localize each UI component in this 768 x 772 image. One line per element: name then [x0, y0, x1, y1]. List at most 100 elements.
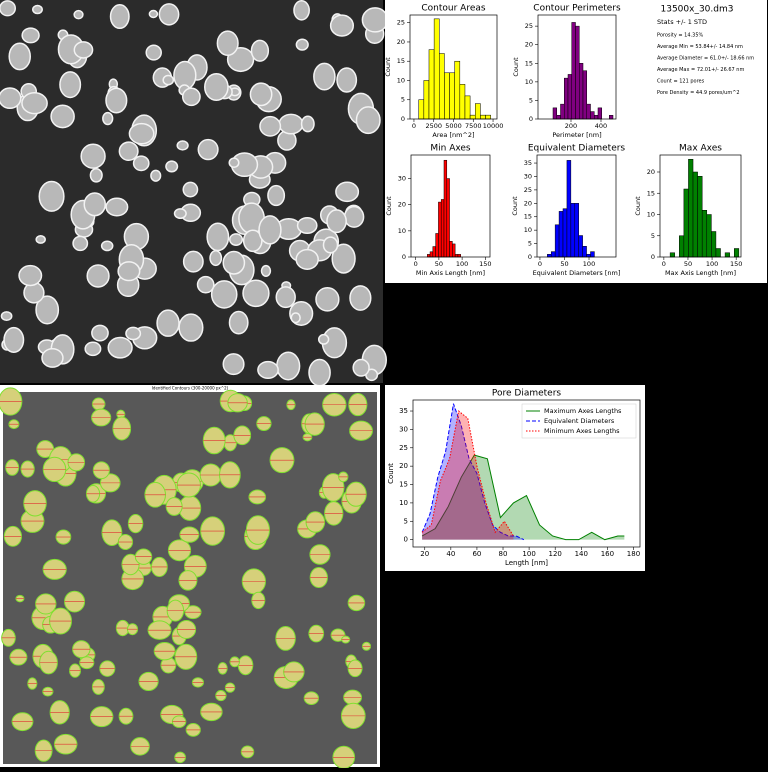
x-axis-label: Perimeter [nm]	[552, 131, 601, 139]
particle	[21, 92, 48, 115]
particle	[228, 310, 249, 335]
y-tick-label: 25	[397, 19, 405, 27]
particle	[229, 233, 244, 246]
bar	[578, 235, 583, 258]
particle	[336, 67, 358, 93]
x-tick-label: 150	[479, 260, 491, 268]
particle	[352, 358, 370, 377]
particle	[315, 287, 340, 312]
x-tick-label: 50	[560, 260, 568, 268]
x-tick-label: 400	[595, 122, 607, 130]
y-tick-label: 30	[398, 175, 406, 183]
bar	[586, 254, 591, 258]
particle	[331, 243, 356, 274]
y-tick-label: 5	[529, 96, 533, 104]
bar	[457, 254, 461, 258]
y-tick-label: 20	[524, 199, 532, 207]
bar	[590, 251, 595, 258]
plot-frame	[410, 154, 491, 258]
particle	[176, 140, 189, 151]
bar	[575, 25, 580, 120]
particle	[158, 3, 180, 26]
stats-line: Average Diameter = 61.0+/- 18.66 nm	[657, 56, 754, 62]
particle	[35, 295, 60, 325]
line	[421, 403, 525, 541]
y-tick-label: 25	[524, 186, 532, 194]
particle	[0, 0, 17, 17]
bar	[440, 199, 445, 258]
plot-frame	[409, 14, 498, 120]
particle	[38, 180, 65, 212]
micrograph	[0, 0, 389, 387]
stats-line: Average Max = 72.01+/- 26.67 nm	[657, 67, 744, 73]
bar	[438, 201, 442, 258]
particle	[35, 235, 46, 244]
y-tick-label: 0	[401, 115, 405, 123]
particle	[275, 286, 296, 309]
y-tick-label: 10	[397, 76, 405, 84]
particle	[21, 27, 40, 44]
particle	[259, 115, 282, 137]
particle	[145, 44, 162, 61]
particle	[322, 236, 339, 254]
x-tick-label: 0	[538, 260, 542, 268]
particle	[86, 264, 110, 288]
particle	[162, 74, 175, 86]
particle	[148, 9, 159, 19]
y-tick-label: 30	[399, 425, 408, 433]
stats-line: Stats +/- 1 STD	[657, 18, 707, 26]
chart-title: Contour Areas	[421, 4, 486, 14]
particle	[257, 360, 279, 380]
y-axis-label: Count	[512, 57, 520, 77]
y-tick-label: 5	[404, 517, 408, 525]
particle	[8, 42, 31, 71]
y-tick-label: 0	[529, 115, 533, 123]
x-tick-label: 200	[565, 122, 577, 130]
x-tick-label: 180	[627, 550, 640, 558]
x-tick-label: 50	[684, 260, 692, 268]
particle	[102, 111, 114, 126]
bar	[594, 115, 599, 120]
contour-image	[0, 387, 377, 769]
particle	[105, 87, 128, 114]
y-tick-label: 10	[525, 78, 533, 86]
y-tick-label: 20	[525, 41, 533, 49]
particle	[181, 87, 201, 107]
bar	[556, 115, 561, 120]
stats-line: Average Min = 53.84+/- 14.84 nm	[657, 44, 743, 50]
y-tick-label: 20	[397, 38, 405, 46]
particle	[293, 0, 310, 21]
particle	[50, 104, 75, 129]
bar	[597, 107, 602, 120]
bar	[554, 224, 560, 258]
stats-line: Count = 121 pores	[657, 79, 705, 85]
particle	[249, 82, 273, 107]
particle	[317, 333, 330, 345]
bar	[582, 70, 587, 120]
y-tick-label: 15	[399, 481, 408, 489]
particle	[313, 62, 336, 91]
particle	[156, 309, 180, 337]
bar	[579, 63, 584, 120]
bar	[427, 254, 431, 258]
y-tick-label: 5	[528, 240, 532, 248]
particle	[100, 240, 114, 252]
y-tick-label: 10	[399, 499, 408, 507]
y-tick-label: 15	[525, 59, 533, 67]
y-tick-label: 20	[647, 168, 655, 176]
particle	[41, 348, 64, 368]
x-tick-label: 160	[601, 550, 614, 558]
bar	[567, 74, 572, 120]
y-tick-label: 25	[525, 22, 533, 30]
x-tick-label: 100	[456, 260, 468, 268]
bar	[444, 72, 450, 120]
chart-title: Min Axes	[430, 144, 471, 154]
stats-line: Porosity = 14.35%	[657, 33, 703, 39]
bar	[443, 159, 448, 258]
bar	[582, 246, 587, 258]
y-tick-label: 0	[402, 253, 406, 261]
bar	[454, 60, 461, 120]
particle	[267, 184, 286, 207]
particle	[150, 169, 162, 182]
bar	[485, 114, 491, 120]
